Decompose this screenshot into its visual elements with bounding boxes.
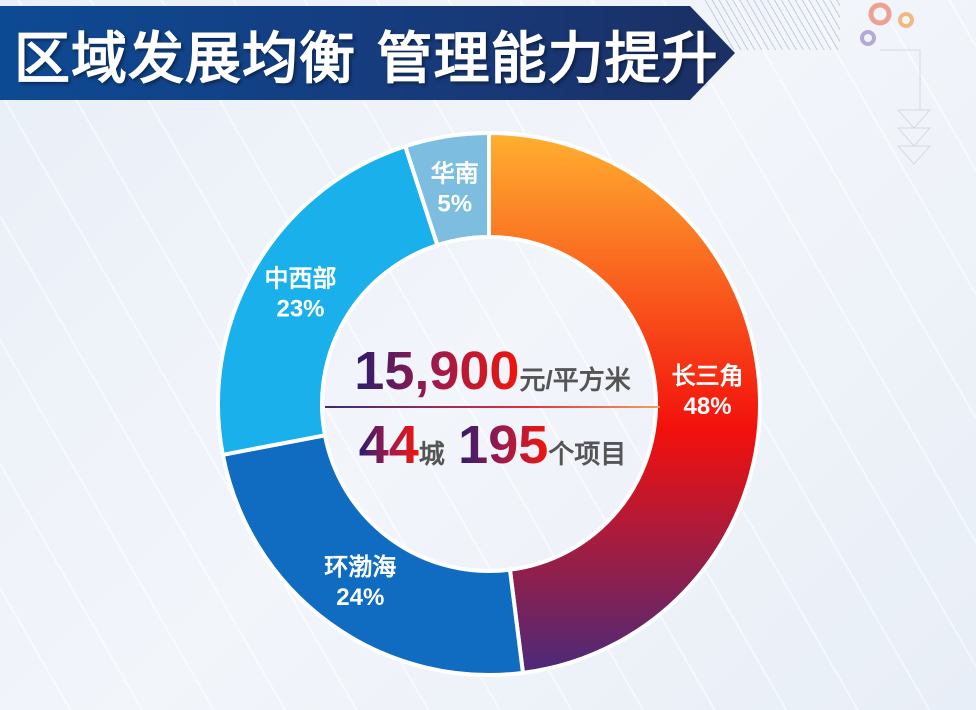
projects-unit: 个项目	[548, 439, 627, 469]
cities-value: 44	[358, 415, 419, 475]
price-value: 15,900	[354, 341, 520, 401]
slice-2	[216, 143, 440, 458]
price-unit: 元/平方米	[519, 365, 631, 395]
divider	[325, 406, 660, 408]
slice-label: 华南	[431, 160, 479, 188]
slice-percent: 24%	[336, 584, 384, 611]
page-title: 区域发展均衡 管理能力提升	[14, 27, 719, 92]
gear-icon	[860, 2, 932, 165]
center-summary: 15,900元/平方米 44城 195个项目	[325, 340, 660, 476]
slice-label: 中西部	[264, 265, 336, 293]
projects-value: 195	[458, 415, 549, 475]
slice-1	[220, 432, 526, 677]
slice-3	[402, 130, 491, 248]
slice-percent: 23%	[276, 296, 324, 323]
slice-label: 环渤海	[324, 553, 396, 581]
slice-label: 长三角	[672, 362, 744, 390]
slice-percent: 5%	[437, 191, 472, 218]
cities-unit: 城	[418, 439, 445, 469]
slice-0	[487, 130, 762, 676]
slice-percent: 48%	[684, 393, 732, 420]
title-banner	[0, 6, 735, 100]
